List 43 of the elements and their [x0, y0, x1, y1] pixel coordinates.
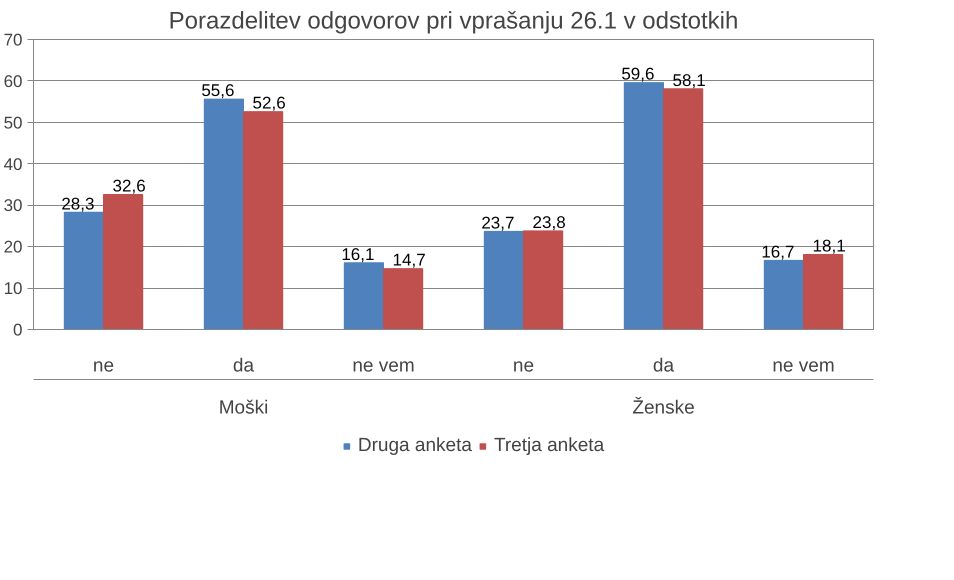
bar — [103, 194, 144, 330]
chart-title: Porazdelitev odgovorov pri vprašanju 26.1 v odstotkih — [168, 8, 738, 34]
bar — [803, 254, 844, 330]
y-tick-label: 20 — [4, 238, 23, 257]
data-label: 23,8 — [532, 212, 566, 232]
data-label: 58,1 — [672, 70, 706, 90]
bar — [484, 230, 524, 330]
legend-label: Tretja anketa — [494, 435, 604, 457]
data-label: 16,7 — [761, 242, 794, 262]
bar — [383, 268, 424, 330]
x-tick-label: ne — [92, 356, 114, 376]
y-tick-label: 50 — [4, 113, 23, 132]
data-label: 59,6 — [621, 64, 654, 84]
data-label: 23,7 — [481, 213, 514, 232]
bar — [64, 212, 104, 330]
bar — [204, 98, 244, 330]
x-tick-label: ne vem — [352, 356, 415, 376]
y-tick-label: 70 — [4, 30, 23, 50]
y-tick-label: 0 — [13, 320, 23, 340]
bar — [243, 111, 284, 330]
text: Moški — [218, 398, 268, 418]
x-tick-label: ne — [512, 356, 534, 376]
data-label: 32,6 — [112, 176, 146, 196]
data-label: 28,3 — [61, 194, 94, 214]
x-tick-label: da — [652, 356, 674, 376]
data-label: 55,6 — [201, 81, 234, 100]
data-label: 16,1 — [341, 244, 374, 264]
bar — [663, 88, 704, 330]
y-tick-label: 10 — [4, 279, 23, 298]
x-tick-label: ne vem — [772, 356, 835, 376]
y-tick-label: 60 — [4, 72, 23, 91]
data-label: 14,7 — [392, 250, 426, 270]
bar — [344, 262, 384, 330]
bar — [624, 82, 664, 330]
y-tick-label: 30 — [4, 196, 23, 216]
bar — [764, 260, 804, 330]
data-label: 18,1 — [812, 236, 846, 256]
x-tick-label: da — [232, 356, 254, 376]
data-label: 52,6 — [252, 94, 286, 113]
bar — [523, 230, 564, 330]
text: Ženske — [632, 396, 695, 418]
y-tick-label: 40 — [4, 154, 23, 174]
legend-label: Druga anketa — [358, 435, 472, 457]
